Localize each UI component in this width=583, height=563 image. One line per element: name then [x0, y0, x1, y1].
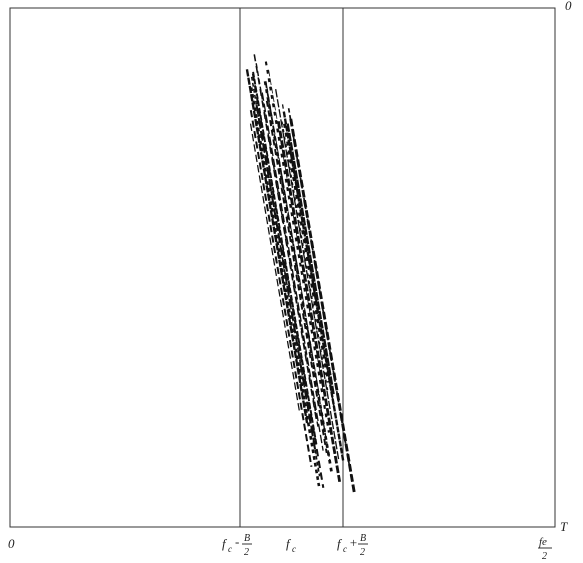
subscript: c — [343, 544, 347, 554]
streak — [250, 76, 321, 477]
label-fc-minus: f c - B 2 — [222, 533, 252, 558]
label-fc-plus: f c + B 2 — [337, 533, 368, 558]
subscript: c — [292, 544, 296, 554]
streak — [265, 82, 321, 398]
streak — [264, 61, 330, 433]
streak — [276, 121, 342, 483]
streak — [249, 123, 301, 414]
symbol: f — [222, 536, 228, 551]
t-axis-top: 0 — [565, 0, 572, 13]
streak — [252, 71, 318, 445]
label-fc: f c — [286, 536, 296, 554]
symbol: f — [337, 536, 343, 551]
streak — [287, 108, 353, 482]
streak — [265, 100, 328, 454]
streak — [283, 123, 330, 383]
denominator: 2 — [542, 551, 547, 562]
streak — [249, 109, 313, 468]
streak — [263, 81, 333, 472]
numerator: fe — [539, 536, 547, 548]
denominator: 2 — [244, 547, 249, 558]
numerator: B — [360, 533, 366, 544]
plot-frame — [9, 7, 556, 528]
streak — [255, 63, 319, 427]
streak — [268, 69, 324, 389]
x-origin: 0 — [8, 536, 15, 551]
streak — [282, 111, 345, 461]
t-axis-bottom: T — [560, 519, 568, 534]
denominator: 2 — [360, 547, 365, 558]
signal-trace — [245, 54, 356, 495]
streak — [289, 118, 356, 495]
streak — [286, 123, 335, 396]
operator: - — [235, 534, 239, 549]
numerator: B — [244, 533, 250, 544]
streak — [261, 92, 324, 451]
label-fe-half: fe 2 — [538, 536, 552, 562]
subscript: c — [228, 544, 232, 554]
operator: + — [349, 535, 358, 550]
symbol: f — [286, 536, 292, 551]
